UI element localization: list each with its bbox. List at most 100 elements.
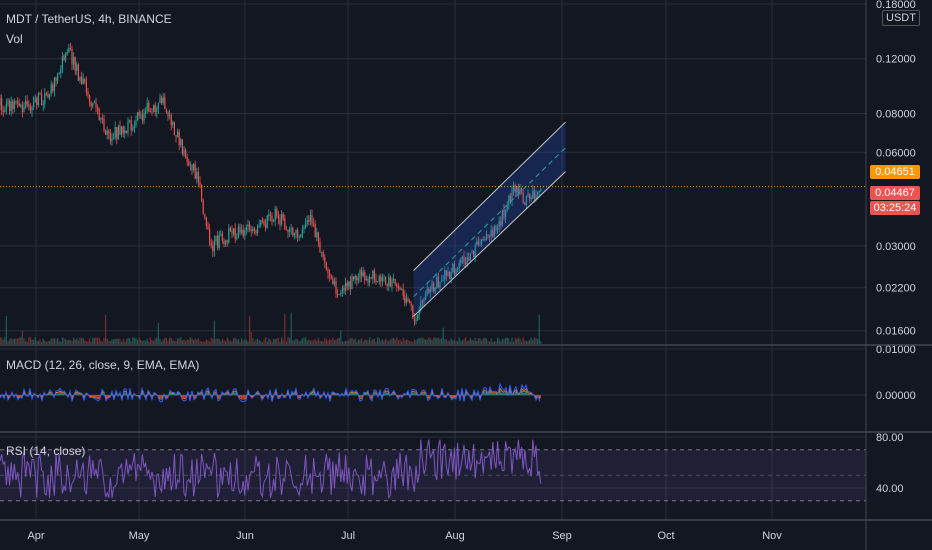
macd-pane[interactable] — [0, 382, 541, 403]
candle-body — [175, 135, 177, 137]
macd-histogram-bar — [447, 394, 449, 396]
volume-bar — [503, 339, 505, 344]
macd-histogram-bar — [497, 394, 499, 396]
volume-bar — [103, 337, 105, 344]
candle-body — [221, 233, 223, 242]
volume-bar — [125, 339, 127, 344]
volume-bar — [514, 337, 516, 344]
macd-histogram-bar — [19, 395, 21, 397]
candle-body — [57, 73, 59, 82]
rsi-legend[interactable]: RSI (14, close) — [6, 444, 86, 458]
candle-body — [380, 276, 382, 282]
candle-body — [135, 120, 137, 127]
macd-histogram-bar — [215, 392, 217, 396]
symbol-legend[interactable]: MDT / TetherUS, 4h, BINANCE — [6, 12, 172, 26]
volume-bar — [308, 339, 310, 344]
macd-histogram-bar — [505, 392, 507, 396]
price-pane[interactable] — [0, 42, 866, 327]
macd-histogram-bar — [93, 395, 95, 397]
volume-bar — [229, 340, 231, 344]
channel-fill[interactable] — [413, 122, 566, 317]
candle-body — [364, 272, 366, 281]
macd-histogram-bar — [359, 395, 361, 398]
volume-bar — [241, 338, 243, 344]
volume-bar — [209, 341, 211, 344]
candle-body — [89, 95, 91, 103]
candle-body — [383, 276, 385, 278]
macd-histogram-bar — [319, 395, 321, 397]
candle-body — [106, 130, 108, 135]
candle-body — [511, 190, 513, 201]
volume-bar — [524, 340, 526, 344]
volume-bar — [151, 340, 153, 344]
candle-body — [293, 233, 295, 236]
candle-body — [268, 214, 270, 217]
volume-bar — [449, 340, 451, 344]
candle-body — [121, 126, 123, 135]
volume-bar — [73, 337, 75, 344]
macd-histogram-bar — [517, 394, 519, 396]
candle-body — [49, 94, 51, 98]
volume-bar — [530, 337, 532, 344]
candle-body — [73, 57, 75, 65]
volume-bar — [20, 337, 22, 344]
volume-bar — [98, 337, 100, 344]
volume-bar — [36, 341, 38, 344]
candle-body — [437, 276, 439, 288]
volume-bar — [225, 341, 227, 344]
macd-histogram-bar — [309, 394, 311, 396]
macd-histogram-bar — [261, 395, 263, 398]
candle-body — [223, 241, 225, 245]
volume-bar — [351, 338, 353, 344]
candle-body — [111, 138, 113, 142]
x-tick-label: Jul — [341, 530, 355, 542]
channel-upper-line[interactable] — [413, 121, 566, 271]
candle-body — [36, 98, 38, 106]
currency-label[interactable]: USDT — [882, 10, 920, 26]
volume-bar — [447, 341, 449, 344]
macd-histogram-bar — [305, 393, 307, 396]
volume-bar — [521, 341, 523, 344]
candle-body — [132, 128, 134, 131]
volume-bar — [281, 337, 283, 344]
macd-legend[interactable]: MACD (12, 26, close, 9, EMA, EMA) — [6, 358, 200, 372]
candle-body — [201, 184, 203, 201]
volume-bar — [378, 338, 380, 344]
candle-body — [242, 229, 244, 237]
volume-bar — [437, 337, 439, 344]
candle-body — [514, 185, 516, 193]
candle-body — [157, 102, 159, 109]
y-tick-label: 0.01600 — [876, 326, 916, 338]
macd-histogram-bar — [489, 391, 491, 396]
price-axis[interactable]: 0.18000 0.12000 0.08000 0.06000 0.03000 0.022… — [876, 0, 916, 495]
candle-body — [353, 276, 355, 280]
channel-lower-line[interactable] — [413, 171, 566, 317]
volume-bar — [137, 340, 139, 344]
candle-body — [500, 220, 502, 226]
volume-bar — [167, 340, 169, 344]
candle-body — [97, 107, 99, 109]
y-tick-label: 0.03000 — [876, 241, 916, 253]
rsi-pane[interactable] — [0, 439, 866, 502]
volume-bar — [477, 338, 479, 344]
volume-bar — [181, 340, 183, 344]
volume-bar — [71, 340, 73, 344]
candle-body — [258, 225, 260, 227]
volume-bar — [261, 341, 263, 344]
volume-bar — [93, 338, 95, 344]
macd-histogram-bar — [247, 392, 249, 396]
volume-bar — [372, 338, 374, 344]
candle-body — [540, 189, 542, 192]
candle-body — [444, 270, 446, 280]
candle-body — [1, 98, 3, 111]
candle-body — [153, 104, 155, 112]
volume-bar — [497, 337, 499, 344]
candle-body — [130, 120, 132, 131]
volume-bar — [42, 338, 44, 344]
volume-bar — [413, 339, 415, 344]
macd-histogram-bar — [531, 394, 533, 396]
time-axis[interactable]: Apr May Jun Jul Aug Sep Oct Nov — [27, 530, 782, 542]
volume-legend[interactable]: Vol — [6, 32, 23, 46]
candle-body — [356, 276, 358, 281]
